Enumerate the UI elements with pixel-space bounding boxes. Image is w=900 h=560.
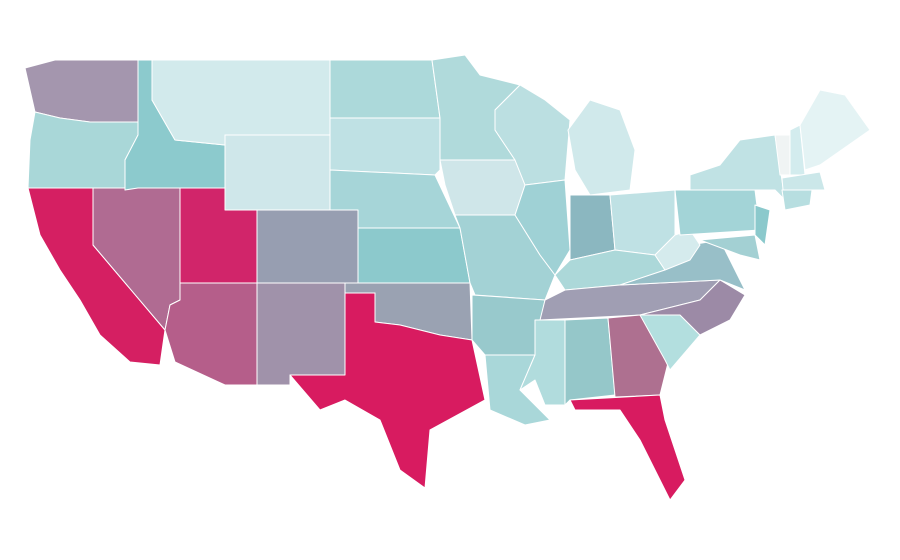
state-region <box>564 317 616 406</box>
state-region <box>329 117 441 176</box>
state-region <box>471 294 546 356</box>
state-region <box>256 209 359 284</box>
state-region <box>567 99 636 196</box>
state-region <box>654 229 701 271</box>
state-region <box>329 59 441 119</box>
state-region <box>256 282 346 386</box>
state-region <box>569 194 616 261</box>
state-region <box>754 204 771 246</box>
state-region <box>781 171 826 191</box>
state-region <box>289 292 486 489</box>
state-region <box>781 189 813 211</box>
state-region <box>699 234 761 261</box>
state-region <box>689 134 786 201</box>
state-region <box>674 189 761 236</box>
state-region <box>151 59 331 146</box>
state-region <box>569 394 686 501</box>
state-region <box>439 159 526 216</box>
state-region <box>27 111 139 191</box>
state-region <box>24 59 139 123</box>
state-region <box>357 227 471 284</box>
state-region <box>799 89 871 171</box>
state-region <box>224 134 331 211</box>
state-region <box>639 279 746 336</box>
